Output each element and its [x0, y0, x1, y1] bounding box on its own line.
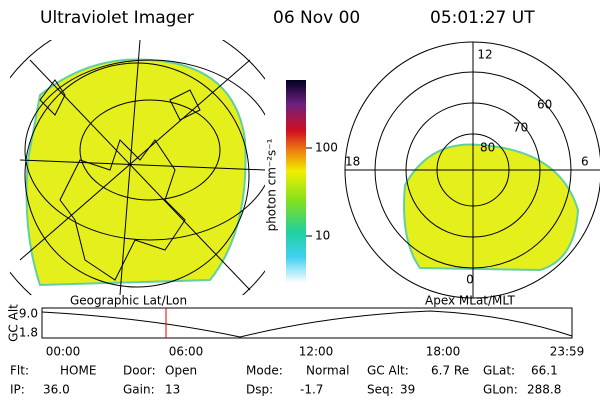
- x-tick-label: 06:00: [169, 345, 204, 359]
- x-tick-label: 18:00: [426, 345, 461, 359]
- lat-label: 80: [480, 141, 495, 155]
- x-tick-label: 12:00: [299, 345, 334, 359]
- status-value: 288.8: [527, 383, 561, 397]
- status-value: 6.7 Re: [431, 364, 469, 378]
- status-label: Flt:: [10, 364, 29, 378]
- status-label: GLon:: [483, 383, 518, 397]
- mlt-label: 18: [345, 155, 360, 169]
- colorbar-tick-label: 10: [315, 229, 330, 243]
- status-value: -1.7: [300, 383, 323, 397]
- status-value: 66.1: [531, 364, 558, 378]
- polar-plot: [344, 41, 600, 299]
- title: Ultraviolet Imager: [40, 8, 194, 28]
- status-value: Open: [165, 364, 197, 378]
- status-value: HOME: [60, 364, 96, 378]
- colorbar-label: photon cm⁻²s⁻¹: [265, 138, 279, 231]
- mlt-label: 0: [466, 273, 474, 287]
- status-value: 39: [400, 383, 415, 397]
- colorbar: [286, 80, 306, 283]
- x-tick-label: 00:00: [46, 345, 81, 359]
- mlt-label: 6: [581, 155, 589, 169]
- status-value: 13: [165, 383, 180, 397]
- status-value: 36.0: [43, 383, 70, 397]
- geographic-map: [10, 40, 265, 295]
- status-label: Gain:: [123, 383, 155, 397]
- y-axis-label: GC Alt: [7, 304, 21, 342]
- lat-label: 70: [513, 121, 528, 135]
- panel-label: Apex MLat/MLT: [425, 294, 515, 308]
- panel-label: Geographic Lat/Lon: [70, 294, 187, 308]
- x-ticks: 00:00 06:00 12:00 18:00 23:59: [46, 345, 585, 359]
- status-label: GC Alt:: [367, 364, 409, 378]
- status-value: Normal: [306, 364, 349, 378]
- status-label: GLat:: [483, 364, 515, 378]
- time: 05:01:27 UT: [430, 8, 535, 28]
- status-label: Mode:: [246, 364, 283, 378]
- x-tick-label: 23:59: [550, 345, 585, 359]
- y-tick-label: 9.0: [19, 307, 38, 321]
- altitude-plot: [41, 307, 573, 339]
- date: 06 Nov 00: [273, 8, 360, 28]
- lat-label: 60: [537, 98, 552, 112]
- altitude-curve: [41, 310, 573, 338]
- status-label: IP:: [10, 383, 25, 397]
- y-tick-label: 1.8: [19, 326, 38, 340]
- mlt-label: 12: [477, 48, 492, 62]
- status-label: Door:: [123, 364, 156, 378]
- status-label: Dsp:: [246, 383, 273, 397]
- status-label: Seq:: [367, 383, 394, 397]
- colorbar-tick-label: 100: [315, 141, 338, 155]
- status-bar: Flt: HOME Door: Open Mode: Normal GC Alt: 6.7 R…: [10, 364, 561, 397]
